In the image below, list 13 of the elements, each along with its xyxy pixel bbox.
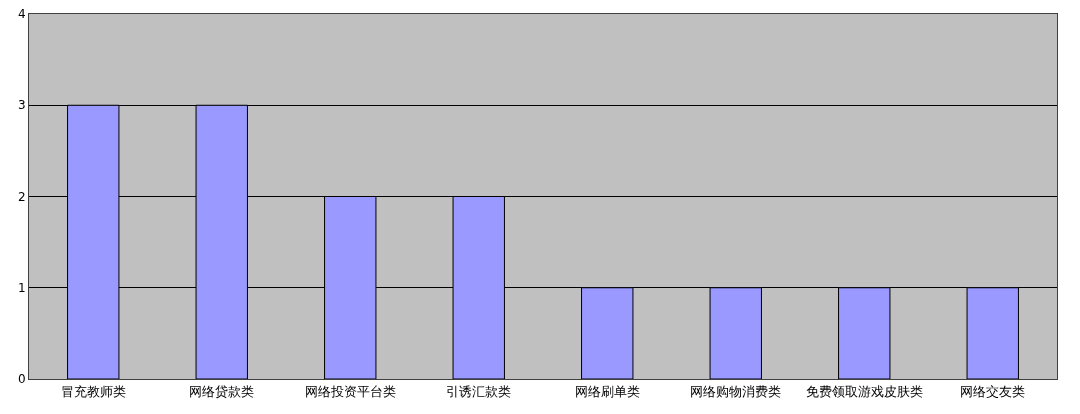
x-tick-label: 引诱汇款类 <box>446 383 512 399</box>
y-tick-label: 2 <box>17 189 26 204</box>
y-tick-label: 4 <box>17 7 26 22</box>
x-tick-label: 网络贷款类 <box>189 383 255 399</box>
x-tick-label: 网络交友类 <box>960 383 1026 399</box>
x-tick-label: 网络刷单类 <box>574 383 640 399</box>
x-tick-label: 冒充教师类 <box>60 383 126 399</box>
x-tick-label: 网络投资平台类 <box>304 383 396 399</box>
x-tick-label: 网络购物消费类 <box>690 383 782 399</box>
x-tick-label: 免费领取游戏皮肤类 <box>805 383 923 399</box>
y-tick-label: 1 <box>17 280 26 295</box>
y-tick-label: 0 <box>17 372 26 387</box>
y-tick-label: 3 <box>17 98 26 113</box>
